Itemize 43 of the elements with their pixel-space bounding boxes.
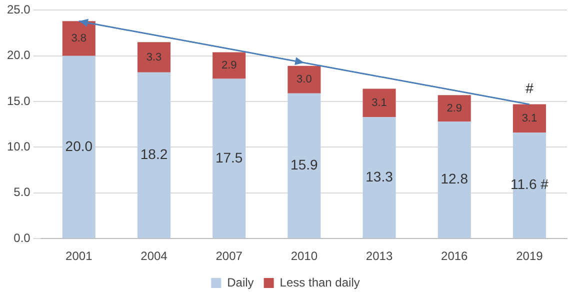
x-tick-label: 2019 — [516, 249, 544, 264]
y-tick-label: 0.0 — [14, 230, 31, 245]
data-label: 12.8 — [440, 170, 468, 187]
bar — [438, 95, 471, 122]
bar — [288, 66, 321, 94]
data-label: 2.9 — [446, 102, 462, 114]
bar — [62, 21, 96, 56]
bar — [362, 88, 396, 118]
bar — [212, 78, 246, 238]
data-label: 3.1 — [522, 112, 538, 124]
x-tick-label: 2004 — [140, 249, 168, 264]
bar — [362, 117, 396, 238]
data-label: 17.5 — [215, 149, 243, 166]
y-tick-label: 25.0 — [6, 2, 31, 17]
data-label: 3.1 — [372, 96, 387, 109]
x-tick-label: 2013 — [366, 249, 393, 264]
data-label: 15.9 — [290, 156, 318, 173]
data-label: 13.3 — [366, 168, 394, 184]
bar — [62, 56, 96, 238]
data-label: 3.0 — [296, 74, 312, 86]
bar — [288, 93, 321, 238]
bar — [137, 72, 171, 238]
data-label: 11.6 # — [510, 176, 549, 192]
legend-label: Daily — [227, 275, 254, 290]
bar — [212, 52, 246, 79]
bar — [512, 104, 546, 133]
y-tick-label: 5.0 — [14, 185, 31, 200]
legend-label: Less than daily — [280, 275, 360, 290]
y-tick-label: 20.0 — [6, 48, 31, 62]
x-tick-label: 2007 — [216, 249, 243, 264]
bar — [137, 42, 171, 72]
data-label: 18.2 — [140, 146, 168, 162]
annotation: # — [526, 80, 534, 96]
x-tick-label: 2001 — [66, 249, 93, 264]
x-tick-label: 2016 — [441, 249, 468, 264]
data-label: 20.0 — [65, 138, 93, 154]
data-label: 3.3 — [146, 51, 162, 64]
data-label: 2.9 — [221, 60, 237, 72]
y-tick-label: 15.0 — [6, 94, 31, 108]
x-tick-label: 2010 — [290, 249, 318, 264]
y-tick-label: 10.0 — [6, 140, 31, 154]
data-label: 3.8 — [71, 32, 87, 45]
bar — [438, 122, 471, 238]
